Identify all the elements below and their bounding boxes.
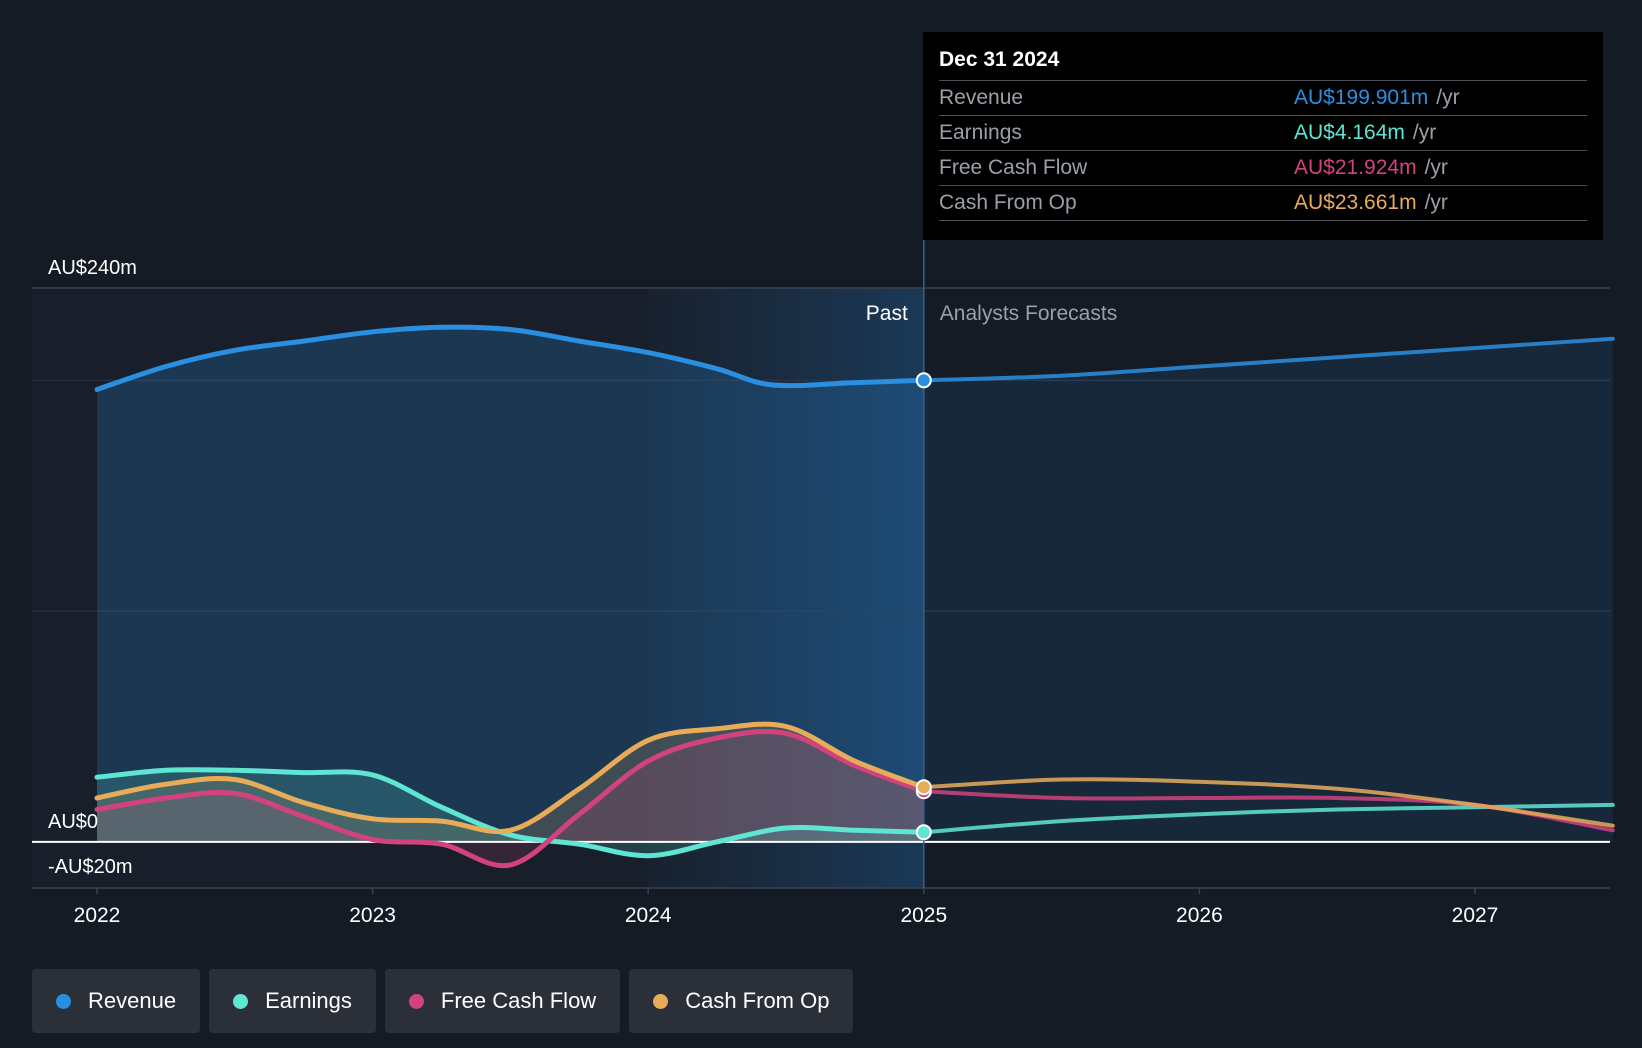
tooltip-row-free-cash-flow: Free Cash Flow AU$21.924m /yr [939,150,1587,185]
legend-item-free-cash-flow[interactable]: Free Cash Flow [384,969,621,1033]
tooltip-value: AU$23.661m [1294,191,1417,214]
revenue-forecast-area [923,338,1613,842]
revenue-past-area [97,327,924,842]
cfo-line-forecast [921,777,1615,828]
cash-from-op-dot-icon [653,993,669,1009]
tooltip-label: Cash From Op [939,191,1077,214]
revenue-dot-icon [56,993,71,1009]
tooltip-value: AU$4.164m [1294,121,1405,144]
tooltip-label: Earnings [939,121,1022,144]
legend-item-revenue[interactable]: Revenue [32,969,201,1033]
chart-legend: Revenue Earnings Free Cash Flow Cash Fro… [32,969,854,1033]
x-tick-label: 2023 [349,904,396,927]
tooltip-unit: /yr [1424,156,1448,179]
fcf-past-area [97,731,924,866]
tooltip-date: Dec 31 2024 [939,48,1060,71]
legend-label: Revenue [88,988,177,1013]
x-tick-label: 2025 [900,904,947,927]
revenue-line-past [94,324,927,392]
earnings-dot-icon [233,993,249,1009]
legend-label: Earnings [265,988,352,1013]
revenue-marker [915,372,932,389]
forecast-label: Analysts Forecasts [940,302,1117,325]
y-tick-label: AU$240m [48,257,137,279]
earnings-marker [915,824,932,841]
y-tick-label: -AU$20m [48,856,132,878]
tooltip-value: AU$199.901m [1294,86,1429,109]
cfo-line-past [94,721,927,835]
tooltip-row-earnings: Earnings AU$4.164m /yr [939,115,1587,150]
tooltip-unit: /yr [1412,121,1437,144]
cfo-past-area [97,724,924,842]
past-label: Past [866,302,908,325]
earnings-line-past [94,767,927,859]
legend-item-earnings[interactable]: Earnings [209,969,376,1033]
tooltip-unit: /yr [1424,191,1448,214]
x-tick-label: 2022 [74,904,121,927]
earnings-past-area [97,769,924,856]
tooltip-unit: /yr [1436,86,1460,109]
x-tick-label: 2026 [1176,904,1223,927]
tooltip-row-cash-from-op: Cash From Op AU$23.661m /yr [939,185,1587,221]
tooltip-label: Revenue [939,86,1024,109]
tooltip-row-revenue: Revenue AU$199.901m /yr [939,80,1587,115]
fcf-line-past [94,729,927,869]
highlight-band [648,288,924,888]
x-tick-label: 2027 [1452,904,1499,927]
tooltip-panel: Dec 31 2024 Revenue AU$199.901m /yr Earn… [923,32,1603,240]
legend-label: Free Cash Flow [440,988,597,1013]
x-tick-label: 2024 [625,904,672,927]
y-tick-label: AU$0 [48,811,98,833]
tooltip-value: AU$21.924m [1294,156,1417,179]
legend-item-cash-from-op[interactable]: Cash From Op [629,969,854,1033]
cfo-marker [915,779,932,796]
revenue-line-forecast [921,336,1615,383]
free-cash-flow-dot-icon [408,993,424,1009]
legend-label: Cash From Op [685,988,830,1013]
tooltip-label: Free Cash Flow [939,156,1088,179]
